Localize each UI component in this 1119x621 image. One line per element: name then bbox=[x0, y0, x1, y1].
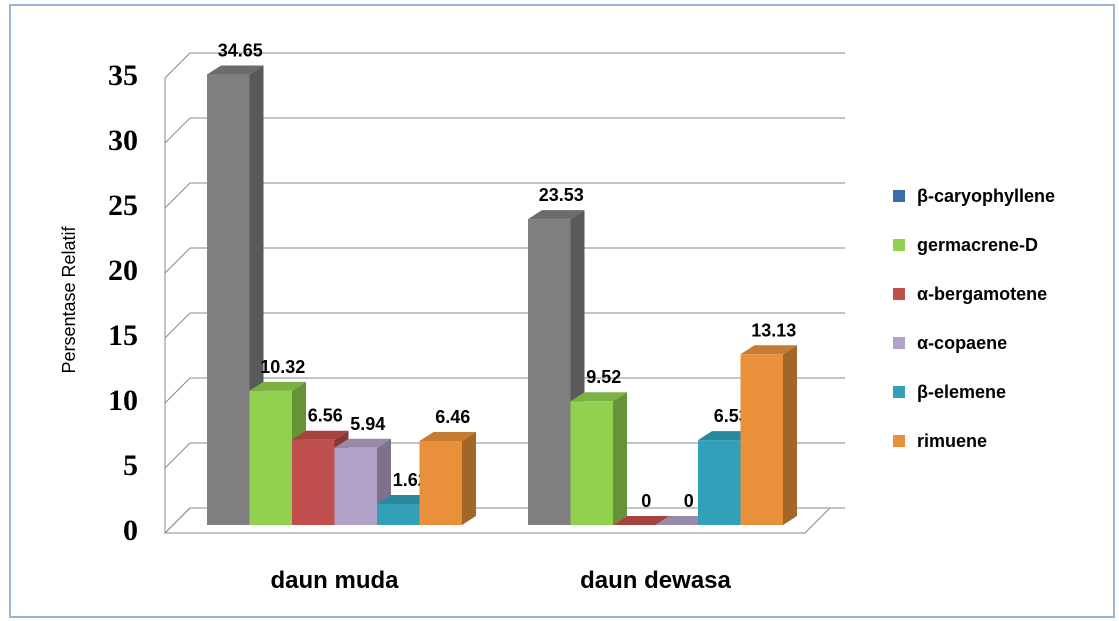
y-tick-label: 5 bbox=[123, 449, 138, 482]
legend-swatch bbox=[893, 288, 905, 300]
bar-top bbox=[613, 516, 670, 525]
legend-label: germacrene-D bbox=[917, 235, 1038, 255]
value-label: 23.53 bbox=[539, 185, 584, 205]
legend-label: β-elemene bbox=[917, 382, 1006, 402]
value-label: 0 bbox=[684, 491, 694, 511]
bar bbox=[528, 219, 571, 526]
legend-swatch bbox=[893, 386, 905, 398]
x-tick-label: daun dewasa bbox=[580, 567, 731, 594]
legend-swatch bbox=[893, 435, 905, 447]
bar-top bbox=[334, 438, 391, 448]
bar bbox=[419, 441, 462, 525]
bar bbox=[207, 74, 250, 526]
value-label: 1.62 bbox=[393, 470, 428, 490]
value-label: 34.65 bbox=[218, 41, 263, 61]
value-label: 6.46 bbox=[435, 407, 470, 427]
bar-side bbox=[462, 432, 476, 525]
value-label: 13.13 bbox=[751, 320, 796, 340]
bar bbox=[698, 440, 741, 525]
bar-top bbox=[292, 430, 349, 440]
legend-swatch bbox=[893, 337, 905, 349]
bar-top bbox=[419, 432, 476, 442]
grid-line bbox=[164, 507, 191, 534]
legend-swatch bbox=[893, 190, 905, 202]
legend-label: β-caryophyllene bbox=[917, 186, 1055, 206]
bar bbox=[292, 439, 335, 525]
y-tick-label: 0 bbox=[123, 514, 138, 547]
grid-line bbox=[164, 52, 191, 79]
grid-line bbox=[164, 377, 191, 404]
bar-side bbox=[783, 345, 797, 525]
bar-top bbox=[655, 516, 712, 525]
y-axis-label: Persentase Relatif bbox=[59, 225, 79, 373]
x-tick-label: daun muda bbox=[270, 567, 399, 594]
bar-top bbox=[570, 392, 627, 402]
y-tick-label: 15 bbox=[108, 319, 138, 352]
value-label: 6.56 bbox=[308, 406, 343, 426]
bar bbox=[334, 447, 377, 525]
bar bbox=[570, 401, 613, 525]
bar-side bbox=[613, 392, 627, 525]
y-tick-label: 10 bbox=[108, 384, 138, 417]
grid-line bbox=[164, 442, 191, 469]
value-label: 9.52 bbox=[586, 367, 621, 387]
y-tick-label: 20 bbox=[108, 254, 138, 287]
legend-label: rimuene bbox=[917, 431, 987, 451]
value-label: 6.53 bbox=[714, 406, 749, 426]
bar-top bbox=[377, 494, 434, 504]
bar bbox=[377, 503, 420, 525]
bar bbox=[249, 390, 292, 525]
grid-line bbox=[164, 312, 191, 339]
legend-label: α-copaene bbox=[917, 333, 1007, 353]
grid-line bbox=[164, 247, 191, 274]
y-tick-label: 35 bbox=[108, 59, 138, 92]
grid-line bbox=[164, 182, 191, 209]
bar-top bbox=[249, 381, 306, 391]
y-tick-label: 25 bbox=[108, 189, 138, 222]
bar-top bbox=[528, 210, 585, 220]
bar-top bbox=[740, 345, 797, 355]
grid-line bbox=[164, 117, 191, 144]
bar-top bbox=[698, 431, 755, 441]
bar bbox=[740, 354, 783, 525]
value-label: 0 bbox=[641, 491, 651, 511]
value-label: 10.32 bbox=[260, 357, 305, 377]
legend-label: α-bergamotene bbox=[917, 284, 1047, 304]
value-label: 5.94 bbox=[350, 414, 385, 434]
y-tick-label: 30 bbox=[108, 124, 138, 157]
bar-top bbox=[207, 65, 264, 75]
legend-swatch bbox=[893, 239, 905, 251]
